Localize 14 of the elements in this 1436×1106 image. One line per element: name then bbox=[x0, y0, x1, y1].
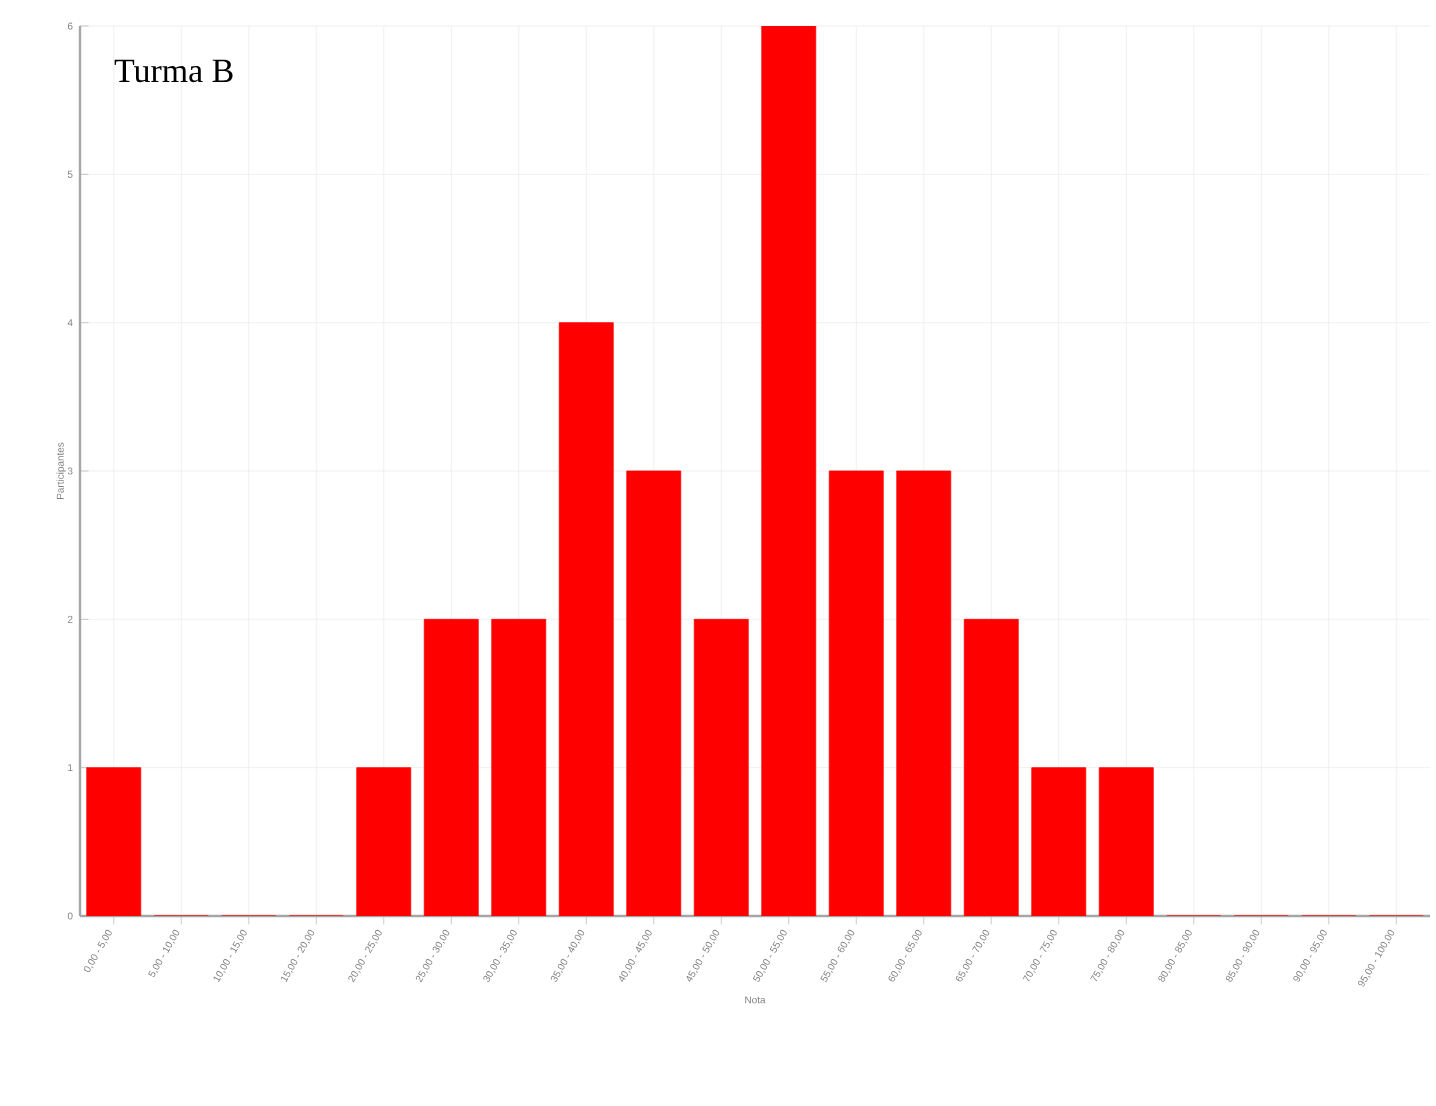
bar bbox=[761, 25, 817, 916]
bar bbox=[828, 470, 884, 916]
bar bbox=[356, 767, 412, 916]
bar bbox=[491, 618, 547, 916]
annotation: Turma B bbox=[114, 59, 233, 83]
bar bbox=[963, 618, 1019, 916]
bar bbox=[626, 470, 682, 916]
bar bbox=[693, 618, 749, 916]
bar bbox=[1098, 767, 1154, 916]
bar bbox=[86, 767, 142, 916]
bar bbox=[423, 618, 479, 916]
bar bbox=[558, 322, 614, 916]
bar bbox=[896, 470, 952, 916]
bar bbox=[1031, 767, 1087, 916]
